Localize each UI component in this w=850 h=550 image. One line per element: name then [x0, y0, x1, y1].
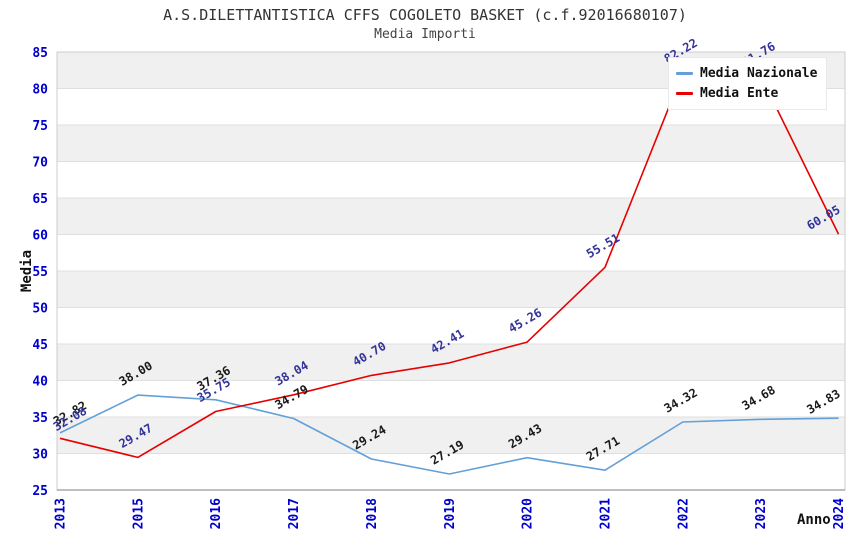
x-axis-title: Anno — [797, 512, 831, 528]
svg-text:80: 80 — [32, 83, 48, 98]
legend-item-media-ente: Media Ente — [676, 83, 817, 103]
svg-text:25: 25 — [32, 484, 48, 499]
legend-swatch-media-nazionale-icon — [676, 71, 693, 75]
svg-text:75: 75 — [32, 119, 48, 134]
y-axis-title: Media — [19, 249, 35, 293]
chart-subtitle: Media Importi — [374, 27, 476, 42]
svg-text:2024: 2024 — [832, 498, 847, 529]
legend-label-media-nazionale: Media Nazionale — [700, 65, 818, 81]
svg-text:2023: 2023 — [754, 498, 769, 529]
legend-swatch-media-ente-icon — [676, 91, 693, 95]
svg-text:30: 30 — [32, 448, 48, 463]
legend-label-media-ente: Media Ente — [700, 85, 779, 101]
svg-text:2019: 2019 — [443, 498, 458, 529]
svg-text:85: 85 — [32, 46, 48, 61]
svg-text:2018: 2018 — [365, 498, 380, 529]
svg-text:2020: 2020 — [521, 498, 536, 529]
svg-text:40: 40 — [32, 375, 48, 390]
svg-text:50: 50 — [32, 302, 48, 317]
legend-item-media-nazionale: Media Nazionale — [676, 63, 817, 83]
svg-text:2017: 2017 — [287, 498, 302, 529]
svg-text:70: 70 — [32, 156, 48, 171]
svg-text:2016: 2016 — [209, 498, 224, 529]
chart-title: A.S.DILETTANTISTICA CFFS COGOLETO BASKET… — [163, 6, 687, 24]
legend: Media Nazionale Media Ente — [668, 57, 828, 110]
svg-text:65: 65 — [32, 192, 48, 207]
x-tick-labels: 2013 2015 2016 2017 2018 2019 2020 2021 2022 2023… — [54, 498, 848, 529]
svg-text:55: 55 — [32, 265, 48, 280]
svg-text:2022: 2022 — [676, 498, 691, 529]
y-tick-labels: 25 30 35 40 45 50 55 60 65 70 75 80 85 — [32, 46, 48, 499]
svg-text:2021: 2021 — [599, 498, 614, 529]
svg-text:2015: 2015 — [131, 498, 146, 529]
series-line-0 — [59, 394, 839, 475]
svg-text:60: 60 — [32, 229, 48, 244]
svg-text:2013: 2013 — [54, 498, 69, 529]
svg-text:35: 35 — [32, 411, 48, 426]
svg-text:45: 45 — [32, 338, 48, 353]
